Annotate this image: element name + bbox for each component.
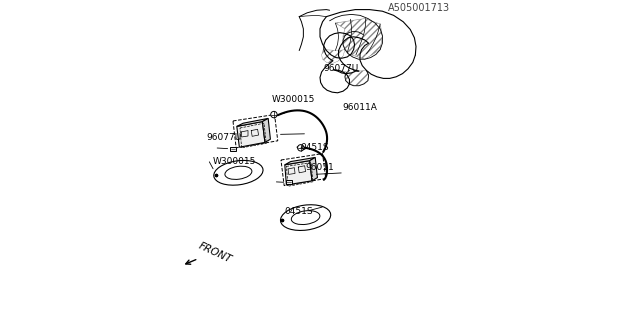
Text: 96077U: 96077U <box>323 64 358 73</box>
Text: W300015: W300015 <box>212 157 256 166</box>
FancyBboxPatch shape <box>285 180 292 184</box>
Polygon shape <box>262 118 270 142</box>
Text: 96077U: 96077U <box>206 133 242 142</box>
Text: 96011: 96011 <box>306 164 334 172</box>
Polygon shape <box>237 122 265 147</box>
Polygon shape <box>237 118 268 126</box>
Polygon shape <box>310 157 317 181</box>
Text: 0451S: 0451S <box>301 143 330 152</box>
Circle shape <box>298 145 304 151</box>
Polygon shape <box>233 115 278 148</box>
Circle shape <box>271 111 277 118</box>
Ellipse shape <box>214 160 263 185</box>
Text: A505001713: A505001713 <box>387 3 450 13</box>
Text: 0451S: 0451S <box>285 207 314 216</box>
Text: W300015: W300015 <box>272 95 316 104</box>
Text: FRONT: FRONT <box>197 241 233 265</box>
Polygon shape <box>285 157 315 165</box>
Ellipse shape <box>291 211 320 225</box>
Polygon shape <box>285 161 312 185</box>
Ellipse shape <box>280 205 331 230</box>
Text: 96011A: 96011A <box>342 103 377 112</box>
FancyBboxPatch shape <box>230 147 236 151</box>
Ellipse shape <box>225 166 252 180</box>
Polygon shape <box>281 154 326 186</box>
